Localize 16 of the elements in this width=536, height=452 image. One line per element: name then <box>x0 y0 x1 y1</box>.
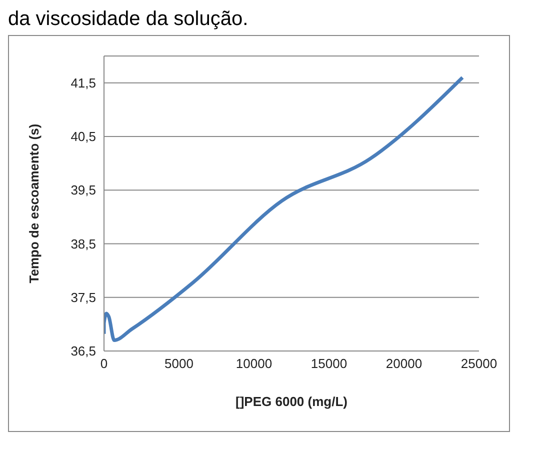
x-tick-label: 0 <box>100 356 108 372</box>
y-tick-label: 36,5 <box>70 344 96 359</box>
x-tick-label: 25000 <box>460 356 498 372</box>
line-series <box>104 76 464 342</box>
x-tick-label: 10000 <box>236 356 272 372</box>
y-tick-label: 37,5 <box>70 290 96 305</box>
y-tick-label: 41,5 <box>70 75 96 90</box>
y-axis-title: Tempo de escoamento (s) <box>26 124 42 284</box>
y-tick-label: 39,5 <box>70 182 96 198</box>
x-tick-label: 5000 <box>164 356 194 372</box>
x-tick-label: 20000 <box>386 356 422 372</box>
x-tick-label: 15000 <box>310 356 348 372</box>
y-tick-label: 40,5 <box>70 129 96 144</box>
y-tick-label: 38,5 <box>70 236 96 252</box>
chart-title: da viscosidade da solução. <box>8 8 250 31</box>
x-axis-title: []PEG 6000 (mg/L) <box>236 394 348 409</box>
